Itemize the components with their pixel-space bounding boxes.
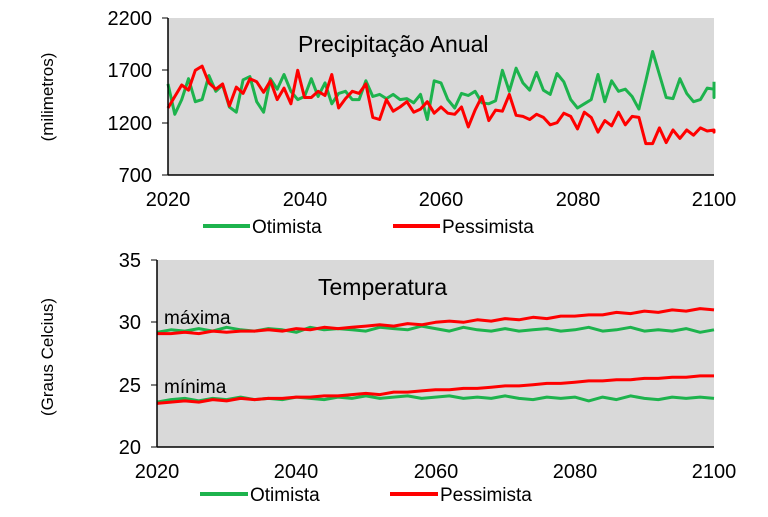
precip-legend-otimista-label: Otimista (252, 217, 322, 238)
temp-annotation-maxima: máxima (164, 308, 231, 329)
temp-series-máxima-pessimista-line (157, 307, 715, 336)
temp-annotation-minima: mínima (164, 377, 227, 398)
precip-ytick-label: 700 (119, 165, 152, 187)
temp-xtick-label: 2020 (135, 461, 180, 483)
temp-legend-pessimista-label: Pessimista (440, 485, 532, 506)
temp-ytick-label: 25 (119, 375, 141, 397)
precip-xtick-label: 2080 (556, 189, 601, 211)
precip-series-otimista-line (166, 50, 716, 121)
temp-legend-otimista-label: Otimista (250, 485, 320, 506)
precip-xtick-label: 2060 (419, 189, 464, 211)
temp-xtick-label: 2060 (414, 461, 459, 483)
precip-series-layer (166, 50, 716, 146)
temp-ytick-label: 20 (119, 437, 141, 459)
precip-y-axis-label: (milimetros) (38, 53, 57, 142)
temp-xtick-label: 2040 (274, 461, 319, 483)
temp-series-mínima-pessimista-line (156, 374, 714, 405)
temp-ytick-label: 30 (119, 312, 141, 334)
precip-xtick-label: 2040 (283, 189, 328, 211)
precip-ytick-label: 2200 (108, 8, 153, 30)
precip-ytick-label: 1200 (108, 113, 153, 135)
temp-xtick-label: 2100 (692, 461, 737, 483)
temp-series-layer (156, 307, 715, 405)
precip-ytick-label: 1700 (108, 60, 153, 82)
temp-y-axis-label: (Graus Celcius) (38, 298, 57, 416)
precip-legend-pessimista-label: Pessimista (442, 217, 534, 238)
precipitation-chart: 2200 1700 1200 700 2020 2040 2060 2080 2… (38, 8, 736, 238)
temperature-chart: 35 30 25 20 2020 2040 2060 2080 2100 (Gr… (38, 250, 736, 506)
temp-ytick-label: 35 (119, 250, 141, 272)
temp-xtick-label: 2080 (553, 461, 598, 483)
temp-chart-title: Temperatura (318, 274, 447, 300)
temp-plot-area (157, 260, 714, 447)
precip-series-pessimista-line (166, 64, 716, 146)
precip-chart-title: Precipitação Anual (298, 31, 489, 57)
precip-xtick-label: 2020 (146, 189, 191, 211)
precip-plot-area (168, 18, 714, 175)
precip-xtick-label: 2100 (692, 189, 737, 211)
